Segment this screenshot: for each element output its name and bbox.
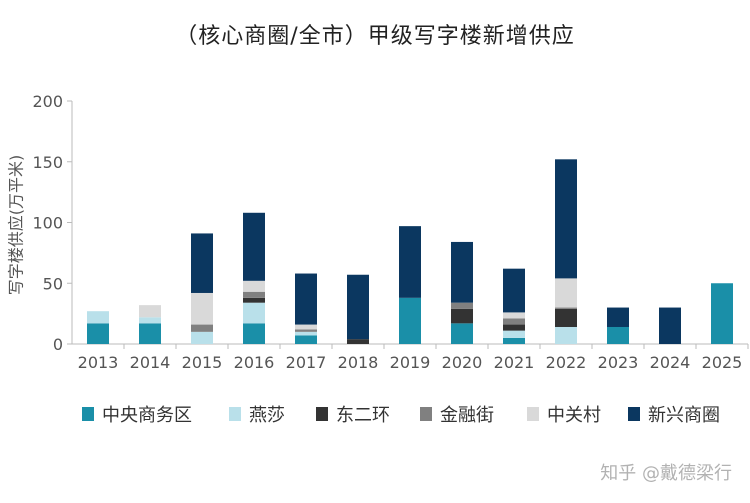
bar-segment: [295, 331, 317, 336]
bar-segment: [555, 326, 577, 344]
x-tick-label: 2017: [286, 353, 327, 372]
legend-label: 东二环: [336, 405, 390, 426]
bar-segment: [451, 323, 473, 344]
bar-segment: [139, 317, 161, 324]
bar-segment: [191, 331, 213, 344]
bar-segment: [243, 323, 265, 344]
bar-segment: [139, 305, 161, 318]
chart-title: （核心商圈/全市）甲级写字楼新增供应: [175, 24, 575, 49]
watermark: 知乎 @戴德梁行: [600, 463, 732, 484]
bar-segment: [451, 308, 473, 324]
legend-swatch: [527, 407, 539, 421]
bar-segment: [607, 307, 629, 327]
x-tick-label: 2021: [494, 353, 535, 372]
bar-segment: [243, 280, 265, 292]
bar-segment: [503, 330, 525, 338]
bar-segment: [503, 312, 525, 319]
legend-label: 燕莎: [249, 405, 285, 426]
bar-segment: [659, 307, 681, 344]
legend-swatch: [229, 407, 241, 421]
legend-swatch: [82, 407, 94, 421]
legend-label: 新兴商圈: [648, 405, 720, 426]
legend-swatch: [420, 407, 432, 421]
y-tick-label: 50: [43, 274, 63, 293]
x-tick-label: 2014: [130, 353, 171, 372]
y-tick-label: 200: [32, 92, 63, 111]
x-tick-label: 2013: [78, 353, 119, 372]
bar-segment: [347, 339, 369, 344]
bar-segment: [555, 159, 577, 279]
bar-segment: [399, 226, 421, 298]
legend-label: 中央商务区: [102, 405, 192, 426]
bar-segment: [503, 324, 525, 331]
x-tick-label: 2020: [442, 353, 483, 372]
bar-segment: [243, 291, 265, 298]
bar-segment: [295, 335, 317, 344]
bar-segment: [503, 318, 525, 325]
bar-segment: [607, 326, 629, 344]
legend-label: 金融街: [440, 405, 494, 426]
bar-segment: [295, 329, 317, 332]
bar-segment: [87, 323, 109, 344]
bar-segment: [555, 308, 577, 327]
bar-segment: [191, 292, 213, 325]
x-tick-label: 2025: [702, 353, 743, 372]
y-tick-label: 150: [32, 153, 63, 172]
x-tick-label: 2016: [234, 353, 275, 372]
x-tick-label: 2015: [182, 353, 223, 372]
x-tick-label: 2022: [546, 353, 587, 372]
y-tick-label: 0: [53, 335, 63, 354]
bar-segment: [295, 273, 317, 325]
bar-segment: [243, 302, 265, 324]
bar-segment: [295, 324, 317, 330]
x-tick-label: 2024: [650, 353, 691, 372]
bar-segment: [451, 302, 473, 309]
bar-segment: [243, 212, 265, 281]
bar-segment: [139, 323, 161, 344]
legend-swatch: [628, 407, 640, 421]
bar-segment: [191, 324, 213, 332]
y-tick-label: 100: [32, 214, 63, 233]
bar-segment: [503, 337, 525, 344]
bar-segment: [347, 274, 369, 340]
bar-segment: [87, 311, 109, 324]
x-tick-label: 2018: [338, 353, 379, 372]
x-tick-label: 2019: [390, 353, 431, 372]
bar-segment: [191, 233, 213, 293]
bar-segment: [555, 278, 577, 308]
bar-segment: [711, 283, 733, 344]
bar-segment: [399, 297, 421, 344]
legend-label: 中关村: [547, 405, 601, 426]
legend-swatch: [316, 407, 328, 421]
bar-segment: [451, 241, 473, 303]
bar-segment: [243, 297, 265, 303]
bar-segment: [555, 307, 577, 309]
x-tick-label: 2023: [598, 353, 639, 372]
bar-segment: [503, 268, 525, 313]
